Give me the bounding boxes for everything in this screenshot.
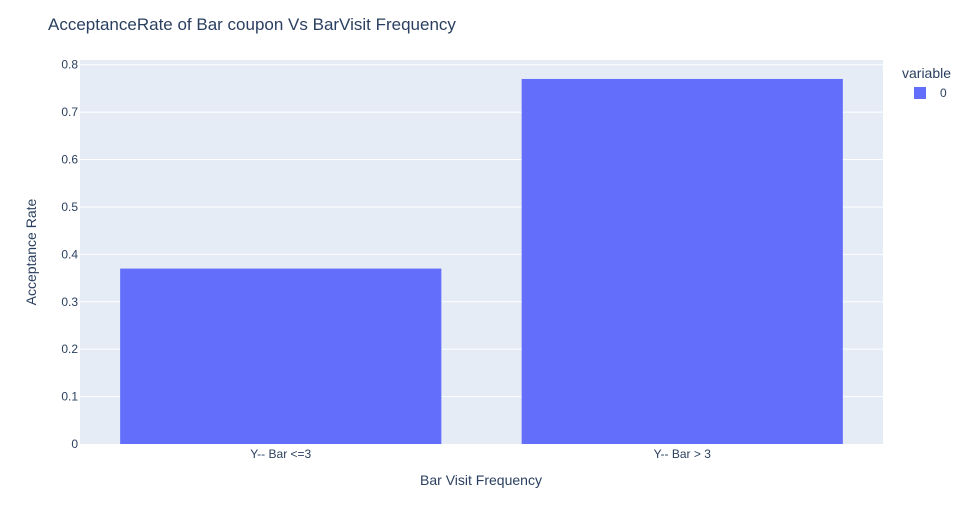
x-tick-label: Y-- Bar > 3: [654, 447, 712, 461]
legend-swatch: [914, 87, 926, 99]
legend-title: variable: [902, 65, 951, 81]
legend[interactable]: variable 0: [902, 65, 951, 100]
x-axis-ticks: Y-- Bar <=3 Y-- Bar > 3: [250, 447, 711, 461]
y-tick-label: 0.7: [61, 105, 78, 119]
y-tick-label: 0: [71, 437, 78, 451]
y-tick-label: 0.3: [61, 295, 78, 309]
y-tick-label: 0.2: [61, 342, 78, 356]
y-tick-label: 0.6: [61, 153, 78, 167]
y-tick-label: 0.4: [61, 247, 78, 261]
bar[interactable]: [120, 268, 442, 444]
y-tick-label: 0.8: [61, 58, 78, 72]
y-axis-title: Acceptance Rate: [23, 198, 39, 305]
chart-title: AcceptanceRate of Bar coupon Vs BarVisit…: [48, 15, 456, 34]
x-tick-label: Y-- Bar <=3: [250, 447, 311, 461]
x-axis-title: Bar Visit Frequency: [420, 472, 542, 488]
legend-item-label: 0: [940, 86, 947, 100]
y-tick-label: 0.5: [61, 200, 78, 214]
bars: [120, 78, 843, 445]
y-tick-label: 0.1: [61, 390, 78, 404]
bar[interactable]: [521, 78, 843, 445]
y-axis-ticks: 0 0.1 0.2 0.3 0.4 0.5 0.6 0.7 0.8: [61, 58, 78, 451]
